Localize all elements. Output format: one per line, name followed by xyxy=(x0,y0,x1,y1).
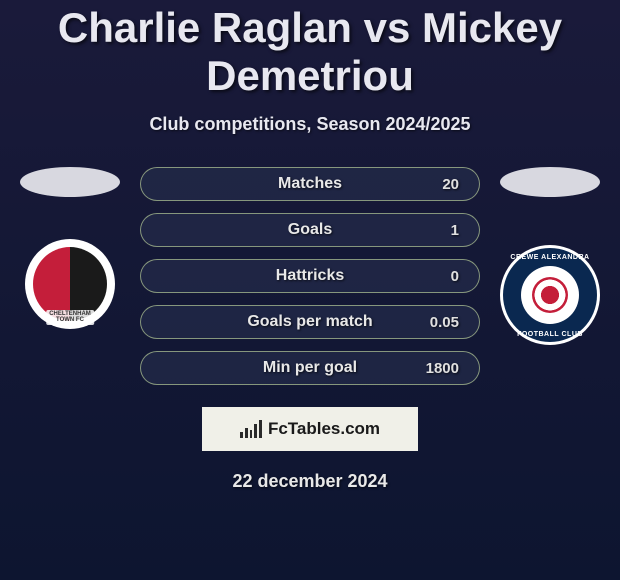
comparison-area: CHELTENHAM TOWN FC Matches 20 Goals 1 Ha… xyxy=(0,167,620,385)
stat-row-hattricks: Hattricks 0 xyxy=(140,259,480,293)
fctables-logo[interactable]: FcTables.com xyxy=(202,407,418,451)
player-left-column: CHELTENHAM TOWN FC xyxy=(20,167,120,329)
crewe-crest-ring: CREWE ALEXANDRA FOOTBALL CLUB xyxy=(503,248,597,342)
stat-right-value: 20 xyxy=(429,176,459,193)
stat-label: Matches xyxy=(278,175,342,193)
club-badge-left: CHELTENHAM TOWN FC xyxy=(25,239,115,329)
stat-right-value: 1800 xyxy=(426,360,459,377)
stat-label: Goals xyxy=(288,221,332,239)
page-title: Charlie Raglan vs Mickey Demetriou xyxy=(0,0,620,100)
lion-icon xyxy=(532,277,568,313)
page-subtitle: Club competitions, Season 2024/2025 xyxy=(0,114,620,135)
stat-right-value: 0 xyxy=(429,268,459,285)
club-badge-left-label: CHELTENHAM TOWN FC xyxy=(46,310,94,325)
stat-right-value: 0.05 xyxy=(429,314,459,331)
player-photo-right-placeholder xyxy=(500,167,600,197)
stat-right-value: 1 xyxy=(429,222,459,239)
stat-row-min-per-goal: Min per goal 1800 xyxy=(140,351,480,385)
club-badge-right-ring-top: CREWE ALEXANDRA xyxy=(510,254,589,261)
club-badge-right: CREWE ALEXANDRA FOOTBALL CLUB xyxy=(500,245,600,345)
player-right-column: CREWE ALEXANDRA FOOTBALL CLUB xyxy=(500,167,600,345)
stat-label: Min per goal xyxy=(263,359,357,377)
stat-row-goals: Goals 1 xyxy=(140,213,480,247)
bar-chart-icon xyxy=(240,420,262,438)
stat-label: Goals per match xyxy=(247,313,372,331)
club-badge-left-label-line1: CHELTENHAM xyxy=(49,311,91,317)
stat-row-matches: Matches 20 xyxy=(140,167,480,201)
stat-row-goals-per-match: Goals per match 0.05 xyxy=(140,305,480,339)
snapshot-date: 22 december 2024 xyxy=(0,471,620,492)
fctables-brand-text: FcTables.com xyxy=(268,419,380,439)
stats-column: Matches 20 Goals 1 Hattricks 0 Goals per… xyxy=(140,167,480,385)
player-photo-left-placeholder xyxy=(20,167,120,197)
crewe-crest-inner xyxy=(521,266,579,324)
stat-label: Hattricks xyxy=(276,267,344,285)
club-badge-left-label-line2: TOWN FC xyxy=(56,317,84,323)
club-badge-right-ring-bottom: FOOTBALL CLUB xyxy=(517,331,583,338)
